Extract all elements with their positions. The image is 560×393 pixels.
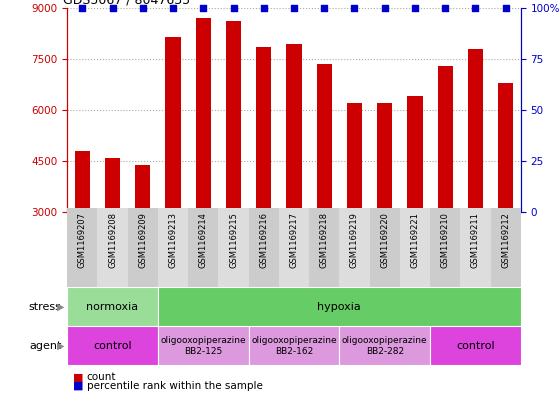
Bar	[491, 208, 521, 287]
Bar	[339, 208, 370, 287]
Bar	[67, 208, 97, 287]
Bar	[460, 208, 491, 287]
Text: GSM1169214: GSM1169214	[199, 212, 208, 268]
Bar	[498, 83, 513, 212]
Bar	[370, 208, 400, 287]
Text: GSM1169209: GSM1169209	[138, 212, 147, 268]
Text: GSM1169212: GSM1169212	[501, 212, 510, 268]
Bar	[97, 208, 128, 287]
Point	[441, 5, 450, 11]
Bar	[226, 22, 241, 212]
Text: ■: ■	[73, 381, 83, 391]
Bar	[317, 64, 332, 212]
Text: GSM1169220: GSM1169220	[380, 212, 389, 268]
Text: GSM1169218: GSM1169218	[320, 212, 329, 268]
Point	[259, 5, 268, 11]
Bar	[287, 44, 302, 212]
Bar	[218, 208, 249, 287]
Bar	[128, 208, 158, 287]
Bar	[75, 151, 90, 212]
Bar	[158, 326, 249, 365]
Bar	[196, 18, 211, 212]
Text: ■: ■	[73, 372, 83, 382]
Point	[108, 5, 117, 11]
Text: hypoxia: hypoxia	[318, 301, 361, 312]
Text: GSM1169207: GSM1169207	[78, 212, 87, 268]
Text: percentile rank within the sample: percentile rank within the sample	[87, 381, 263, 391]
Point	[380, 5, 389, 11]
Point	[290, 5, 298, 11]
Bar	[256, 47, 272, 212]
Bar	[400, 208, 430, 287]
Bar	[347, 103, 362, 212]
Text: GSM1169217: GSM1169217	[290, 212, 298, 268]
Text: normoxia: normoxia	[86, 301, 139, 312]
Bar	[468, 49, 483, 212]
Point	[471, 5, 480, 11]
Text: GSM1169211: GSM1169211	[471, 212, 480, 268]
Text: ▶: ▶	[57, 341, 64, 351]
Text: oligooxopiperazine
BB2-282: oligooxopiperazine BB2-282	[342, 336, 427, 356]
Bar	[377, 103, 392, 212]
Bar	[339, 326, 430, 365]
Bar	[188, 208, 218, 287]
Text: GSM1169219: GSM1169219	[350, 212, 359, 268]
Text: GSM1169213: GSM1169213	[169, 212, 178, 268]
Bar	[430, 326, 521, 365]
Text: GDS5067 / 8047635: GDS5067 / 8047635	[63, 0, 190, 7]
Text: control: control	[456, 341, 494, 351]
Text: oligooxopiperazine
BB2-125: oligooxopiperazine BB2-125	[161, 336, 246, 356]
Point	[410, 5, 419, 11]
Bar	[158, 287, 521, 326]
Bar	[279, 208, 309, 287]
Bar	[249, 326, 339, 365]
Bar	[430, 208, 460, 287]
Bar	[249, 208, 279, 287]
Bar	[309, 208, 339, 287]
Point	[350, 5, 359, 11]
Bar	[408, 96, 423, 212]
Point	[229, 5, 238, 11]
Text: agent: agent	[29, 341, 62, 351]
Point	[199, 5, 208, 11]
Text: GSM1169215: GSM1169215	[229, 212, 238, 268]
Text: count: count	[87, 372, 116, 382]
Point	[320, 5, 329, 11]
Text: stress: stress	[29, 301, 62, 312]
Text: ▶: ▶	[57, 301, 64, 312]
Text: oligooxopiperazine
BB2-162: oligooxopiperazine BB2-162	[251, 336, 337, 356]
Point	[169, 5, 178, 11]
Text: GSM1169210: GSM1169210	[441, 212, 450, 268]
Text: GSM1169208: GSM1169208	[108, 212, 117, 268]
Point	[78, 5, 87, 11]
Bar	[136, 165, 150, 212]
Bar	[67, 326, 158, 365]
Point	[138, 5, 147, 11]
Bar	[105, 158, 120, 212]
Text: GSM1169221: GSM1169221	[410, 212, 419, 268]
Text: GSM1169216: GSM1169216	[259, 212, 268, 268]
Bar	[166, 37, 180, 212]
Text: control: control	[94, 341, 132, 351]
Bar	[158, 208, 188, 287]
Bar	[438, 66, 453, 212]
Point	[501, 5, 510, 11]
Bar	[67, 287, 158, 326]
